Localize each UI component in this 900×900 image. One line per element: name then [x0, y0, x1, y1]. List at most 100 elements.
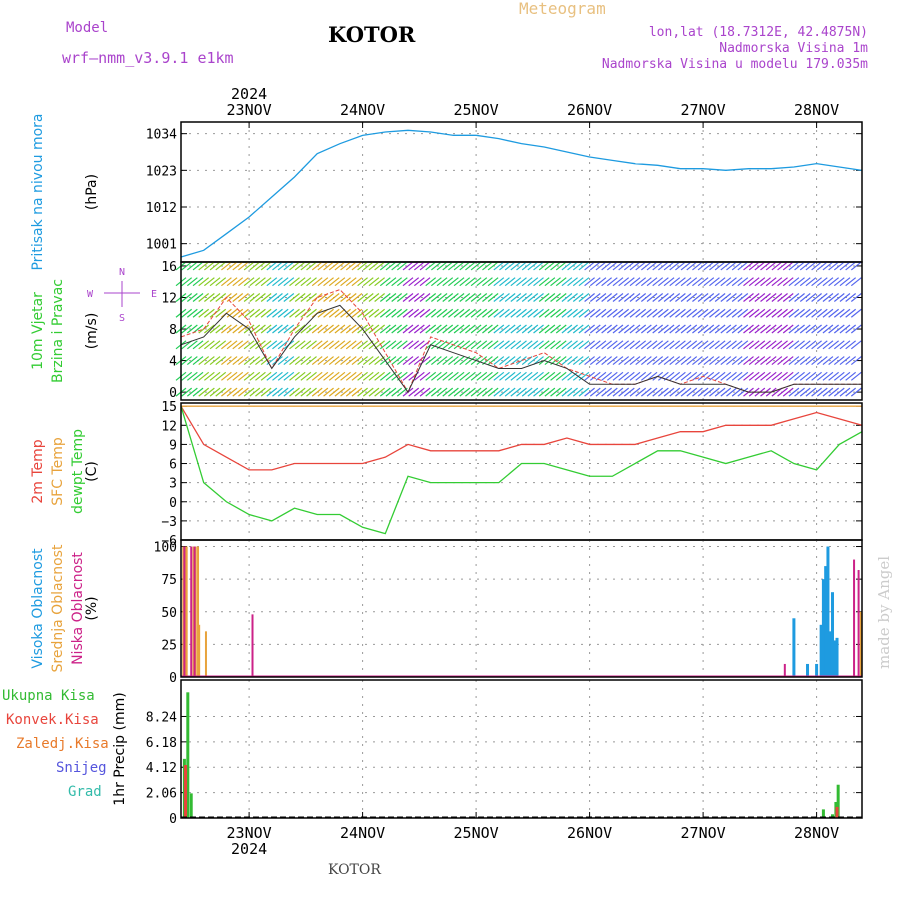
wind-barb	[408, 261, 420, 271]
wind-barb	[379, 261, 391, 271]
wind-barb	[328, 356, 340, 366]
wind-barb	[328, 308, 340, 318]
wind-barb	[204, 277, 215, 287]
wind-barb	[238, 293, 249, 302]
wind-barb	[550, 293, 561, 302]
wind-barb	[294, 340, 306, 350]
wind-barb	[516, 277, 527, 287]
wind-barb	[198, 277, 210, 287]
high_cloud-bar	[835, 637, 839, 677]
wind-barb	[221, 387, 232, 397]
wind-barb	[680, 277, 692, 287]
wind-barb	[561, 324, 573, 334]
wind-barb	[737, 356, 749, 366]
wind-barb	[192, 293, 204, 302]
wind-barb	[612, 371, 624, 381]
compass-n: N	[119, 267, 125, 278]
wind-barb	[306, 293, 317, 302]
wind-barb	[476, 371, 488, 381]
wind-barb	[788, 324, 800, 334]
wind-barb	[816, 356, 828, 366]
wind-barb	[243, 340, 255, 350]
wind-barb	[249, 340, 261, 350]
wind-barb	[362, 308, 374, 318]
wind-barb	[186, 293, 198, 302]
wind-barb	[686, 356, 698, 366]
wind-barb	[510, 277, 522, 287]
wind-barb	[777, 277, 788, 287]
wind-barb	[448, 277, 459, 287]
wind-barb	[714, 387, 726, 397]
wind-barb	[765, 308, 777, 318]
mid_cloud-bar	[197, 546, 200, 677]
wind-barb	[635, 293, 647, 302]
wind-barb	[646, 293, 658, 302]
wind-barb	[272, 277, 283, 287]
wind-barb	[249, 308, 261, 318]
precip-legend-item: Konvek.Kisa	[6, 712, 99, 728]
wind-barb	[232, 261, 244, 271]
wind-barb	[345, 324, 357, 334]
wind-barb	[487, 261, 499, 271]
wind-barb	[765, 340, 777, 350]
wind-barb	[255, 371, 266, 381]
wind-barb	[413, 277, 425, 287]
wind-barb	[601, 293, 612, 302]
ytick-label: 25	[161, 638, 177, 653]
wind-barb	[192, 356, 204, 366]
wind-barb	[692, 371, 703, 381]
wind-barb	[351, 371, 363, 381]
wind-barb	[300, 261, 312, 271]
wind-barb	[567, 293, 578, 302]
wind-barb	[663, 277, 675, 287]
wind-barb	[550, 308, 561, 318]
wind-barb	[816, 387, 828, 397]
wind-barb	[680, 356, 692, 366]
wind-barb	[555, 293, 567, 302]
ytick-label: 8	[169, 323, 177, 338]
wind-barb	[760, 308, 771, 318]
wind-barb	[425, 387, 437, 397]
wind-barb	[675, 356, 686, 366]
wind-barb	[640, 340, 652, 350]
wind-barb	[811, 371, 822, 381]
wind-barb	[391, 277, 403, 287]
wind-barb	[811, 308, 822, 318]
wind-barb	[589, 293, 601, 302]
wind-barb	[811, 261, 822, 271]
wind-barb	[362, 277, 374, 287]
wind-barb	[771, 277, 783, 287]
time-tick-top: 28NOV	[794, 101, 839, 119]
wind-barb	[470, 371, 482, 381]
wind-barb	[334, 308, 346, 318]
compass-e: E	[151, 289, 157, 300]
wind-barb	[317, 277, 329, 287]
wind-barb	[663, 387, 675, 397]
wind-barb	[771, 356, 783, 366]
time-tick-bottom: 24NOV	[340, 824, 385, 842]
wind-barb	[311, 356, 323, 366]
wind-barb	[839, 324, 851, 334]
wind-barb	[777, 293, 788, 302]
wind-barb	[692, 277, 703, 287]
wind-barb	[198, 356, 210, 366]
wind-barb	[709, 293, 720, 302]
wind-barb	[720, 340, 732, 350]
wind-barb	[680, 371, 692, 381]
temperature-panel: −6 −3 0 3 6 9 12 15 2m Temp SFC Temp dewpt Temp(C)	[30, 400, 863, 549]
wind-barb	[640, 293, 652, 302]
wind-barb	[334, 387, 346, 397]
wind-barb	[209, 293, 221, 302]
wind-barb	[499, 293, 510, 302]
wind-barb	[260, 356, 272, 366]
wind-barb	[255, 277, 266, 287]
wind-barb	[289, 277, 300, 287]
wind-barb	[533, 371, 544, 381]
wind-barb	[777, 387, 788, 397]
wind-barb	[646, 340, 658, 350]
wind-barb	[714, 308, 726, 318]
pressure-line	[180, 129, 863, 258]
wind-barb	[606, 356, 618, 366]
ytick-label: 8.24	[146, 710, 177, 725]
wind-barb	[334, 324, 346, 334]
